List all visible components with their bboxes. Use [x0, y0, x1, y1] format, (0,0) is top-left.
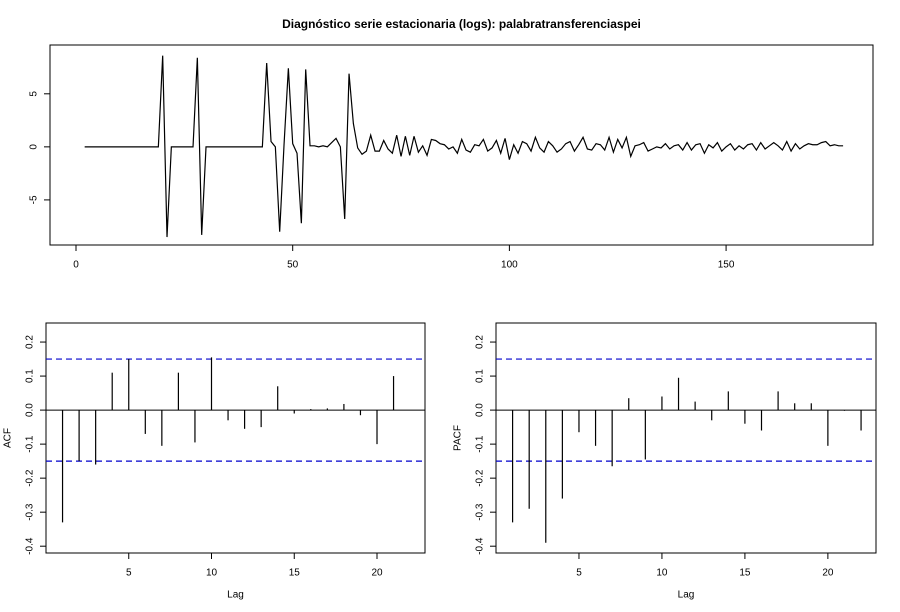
y-tick-label: -0.1 [475, 435, 486, 453]
x-tick-label: 10 [656, 568, 668, 579]
x-tick-label: 20 [822, 568, 834, 579]
y-tick-label: -0.2 [25, 469, 36, 487]
y-axis-label: PACF [453, 425, 464, 451]
y-tick-label: 0 [29, 144, 40, 150]
x-tick-label: 10 [206, 568, 218, 579]
y-axis-label: ACF [3, 428, 14, 448]
y-tick-label: -0.1 [25, 435, 36, 453]
y-tick-label: 0.1 [475, 369, 486, 383]
x-tick-label: 15 [739, 568, 751, 579]
x-tick-label: 20 [371, 568, 383, 579]
y-tick-label: -5 [29, 195, 40, 204]
y-tick-label: 0.1 [25, 369, 36, 383]
x-axis-label: Lag [678, 590, 695, 601]
plot-frame [495, 322, 877, 554]
x-axis-label: Lag [227, 590, 244, 601]
y-tick-label: 0.0 [475, 403, 486, 417]
x-tick-label: 100 [501, 260, 518, 271]
y-tick-label: 5 [29, 91, 40, 97]
x-tick-label: 0 [73, 260, 79, 271]
y-tick-label: 0.0 [25, 403, 36, 417]
plot-frame [49, 44, 874, 246]
chart-title: Diagnóstico serie estacionaria (logs): p… [282, 17, 641, 31]
y-tick-label: 0.2 [475, 335, 486, 349]
y-tick-label: -0.4 [25, 537, 36, 555]
series-line [84, 55, 844, 238]
x-tick-label: 150 [718, 260, 735, 271]
y-tick-label: -0.4 [475, 537, 486, 555]
x-tick-label: 15 [289, 568, 301, 579]
x-tick-label: 5 [576, 568, 582, 579]
y-tick-label: 0.2 [25, 335, 36, 349]
x-tick-label: 50 [287, 260, 299, 271]
y-tick-label: -0.3 [25, 503, 36, 521]
x-tick-label: 5 [126, 568, 132, 579]
y-tick-label: -0.3 [475, 503, 486, 521]
y-tick-label: -0.2 [475, 469, 486, 487]
plot-frame [45, 322, 426, 554]
